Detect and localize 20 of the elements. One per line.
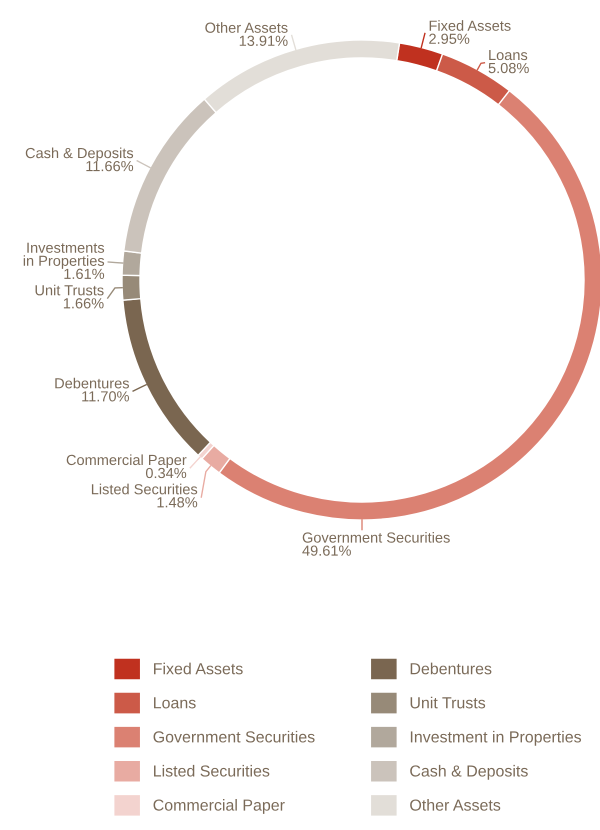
legend-label: Unit Trusts [410, 696, 486, 708]
legend-label: Listed Securities [154, 764, 270, 777]
legend-label: Investment in Properties [410, 730, 582, 746]
legend-label: Debentures [410, 662, 492, 674]
legend-label: Commercial Paper [154, 799, 285, 814]
data-label: Debentures 11.70% [55, 378, 130, 402]
legend-label: Loans [154, 697, 196, 708]
data-label: Government Securities 49.61% [302, 532, 450, 556]
data-label: Cash & Deposits 11.66% [26, 147, 134, 172]
data-label: Unit Trusts 1.66% [36, 284, 104, 308]
legend-label: Government Securities [154, 730, 315, 743]
data-label: Commercial Paper 0.34% [66, 454, 186, 478]
data-label: Loans 5.08% [488, 50, 529, 74]
legend-label: Other Assets [410, 799, 500, 811]
data-label: Fixed Assets 2.95% [429, 20, 511, 44]
legend-label: Fixed Assets [154, 662, 243, 674]
data-label: Other Assets 13.91% [205, 22, 288, 46]
data-label: Listed Securities 1.48% [92, 484, 198, 508]
legend-label: Cash & Deposits [410, 764, 528, 780]
data-label: Investments in Properties 1.61% [24, 242, 104, 280]
